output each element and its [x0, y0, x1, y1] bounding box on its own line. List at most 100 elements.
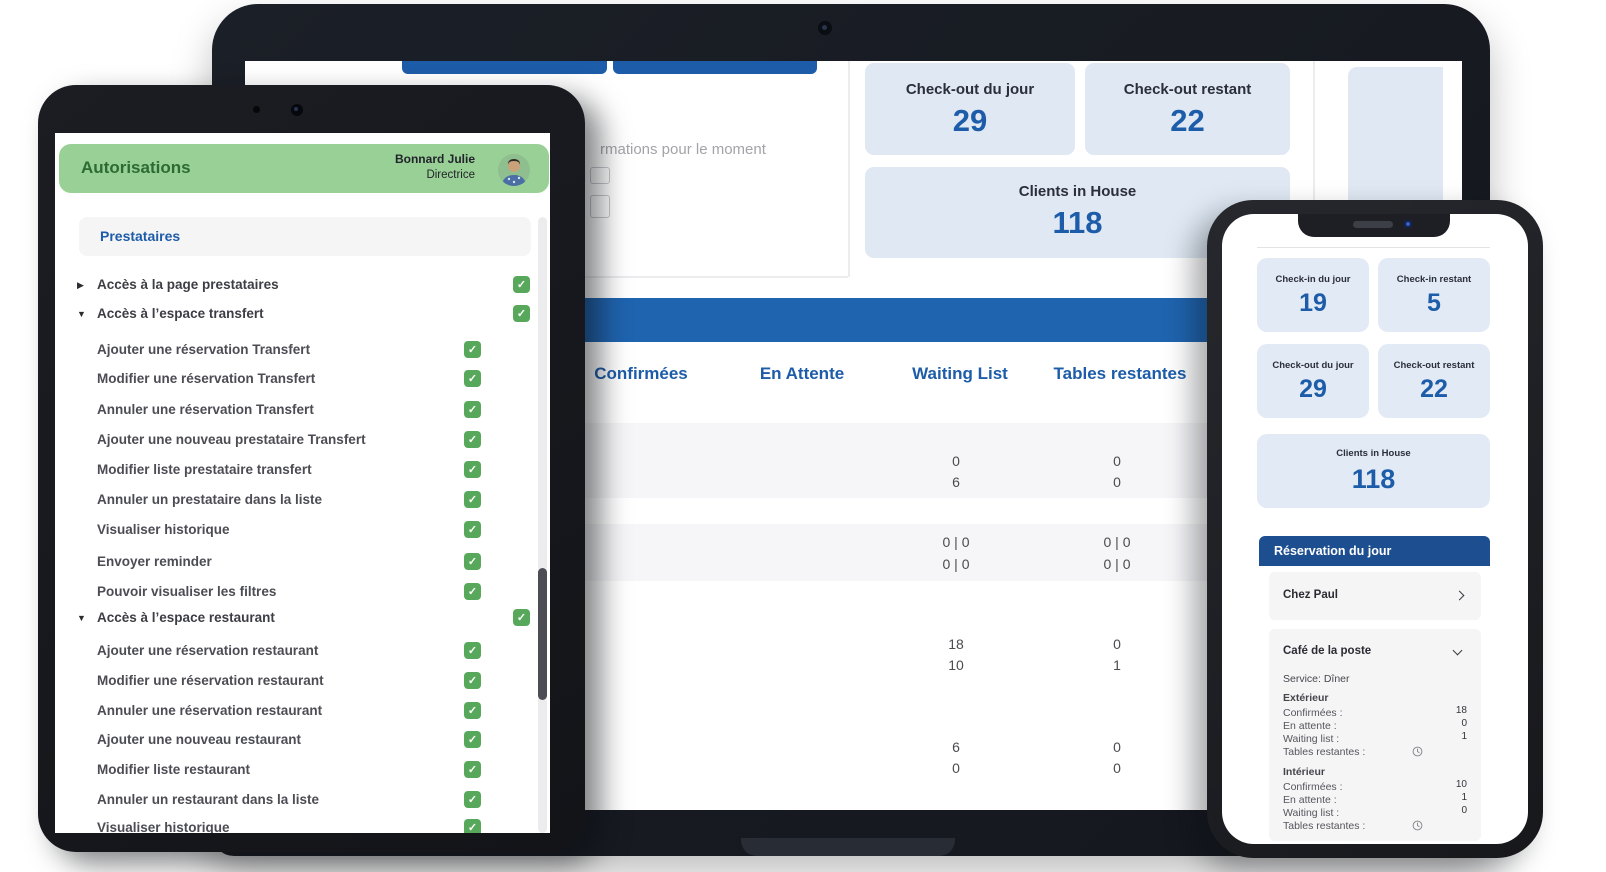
- permission-label: Ajouter une réservation Transfert: [97, 342, 311, 357]
- cell-confirmees: 6: [952, 739, 960, 755]
- reservation-du-jour-header: Réservation du jour: [1259, 536, 1490, 566]
- cutoff-field[interactable]: [590, 195, 610, 218]
- secondary-button-partial[interactable]: [613, 61, 817, 74]
- expand-arrow-icon[interactable]: ▼: [77, 613, 86, 623]
- tablet-screen: Autorisations Bonnard Julie Directrice P…: [55, 133, 550, 833]
- stat-label: Check-out restant: [1393, 360, 1475, 371]
- check-icon: ✓: [467, 434, 478, 446]
- stat-label: Check-in restant: [1396, 274, 1472, 285]
- cell-en-attente: 0: [1113, 739, 1121, 755]
- checkbox-checked[interactable]: ✓: [464, 731, 481, 748]
- primary-button-partial[interactable]: [402, 61, 607, 74]
- permission-row: Ajouter une nouveau prestataire Transfer…: [55, 430, 550, 450]
- permission-row: ▶ Accès à la page prestataires ✓: [55, 275, 550, 295]
- permission-row: Visualiser historique ✓: [55, 818, 550, 833]
- chevron-right-icon[interactable]: [1454, 590, 1465, 601]
- check-icon: ✓: [467, 794, 478, 806]
- checkbox-checked[interactable]: ✓: [464, 341, 481, 358]
- check-icon: ✓: [516, 308, 527, 320]
- permission-label: Ajouter une nouveau restaurant: [97, 732, 302, 747]
- checkbox-checked[interactable]: ✓: [464, 791, 481, 808]
- permission-row: Ajouter une nouveau restaurant ✓: [55, 730, 550, 750]
- permission-row: Ajouter une réservation restaurant ✓: [55, 641, 550, 661]
- restaurant-row-cafe-poste[interactable]: Café de la poste Service: Dîner Extérieu…: [1269, 629, 1481, 841]
- section-exterieur: Extérieur: [1283, 692, 1329, 704]
- check-icon: ✓: [467, 494, 478, 506]
- checkbox-checked[interactable]: ✓: [464, 672, 481, 689]
- checkbox-checked[interactable]: ✓: [464, 521, 481, 538]
- checkbox-checked[interactable]: ✓: [464, 431, 481, 448]
- stat-value: 19: [1299, 289, 1327, 317]
- checkbox-checked[interactable]: ✓: [464, 583, 481, 600]
- check-icon: ✓: [467, 464, 478, 476]
- checkbox-checked[interactable]: ✓: [464, 553, 481, 570]
- stat-row-value: 10: [1455, 779, 1467, 790]
- permission-label: Ajouter une réservation restaurant: [97, 643, 319, 658]
- permission-row: Annuler un restaurant dans la liste ✓: [55, 790, 550, 810]
- stat-value: 22: [1170, 103, 1205, 138]
- check-icon: ✓: [467, 734, 478, 746]
- vertical-divider: [1313, 61, 1315, 280]
- restaurant-name: Chez Paul: [1283, 589, 1338, 601]
- phone-camera-icon: [1403, 219, 1413, 229]
- column-header: Confirmées: [594, 364, 688, 383]
- cell-confirmees: 0: [952, 453, 960, 469]
- cell-en-attente: 0 | 0: [1103, 534, 1131, 550]
- permission-label: Annuler un prestataire dans la liste: [97, 492, 323, 507]
- stat-row-value: 0: [1461, 805, 1467, 816]
- cell-confirmees: 0 | 0: [942, 556, 970, 572]
- permission-row: Modifier liste restaurant ✓: [55, 760, 550, 780]
- permission-row: Annuler un prestataire dans la liste ✓: [55, 490, 550, 510]
- check-icon: ✓: [467, 675, 478, 687]
- check-icon: ✓: [467, 764, 478, 776]
- checkbox-checked[interactable]: ✓: [464, 702, 481, 719]
- chevron-down-icon[interactable]: [1452, 645, 1463, 656]
- stat-label: Check-in du jour: [1275, 274, 1351, 285]
- stat-label: Check-out du jour: [1272, 360, 1354, 371]
- checkbox-checked[interactable]: ✓: [464, 761, 481, 778]
- check-icon: ✓: [467, 705, 478, 717]
- stat-value: 5: [1427, 289, 1441, 317]
- section-title: Prestataires: [100, 228, 181, 244]
- stat-row-value: 1: [1461, 792, 1467, 803]
- checkbox-checked[interactable]: ✓: [464, 461, 481, 478]
- check-icon: ✓: [467, 645, 478, 657]
- section-interieur: Intérieur: [1283, 766, 1326, 778]
- permission-label: Annuler une réservation Transfert: [97, 402, 314, 417]
- cell-en-attente: 0: [1113, 474, 1121, 490]
- stat-row-value: 0: [1461, 718, 1467, 729]
- checkbox-checked[interactable]: ✓: [513, 276, 530, 293]
- laptop-lid-notch: [741, 838, 955, 856]
- checkbox-checked[interactable]: ✓: [464, 819, 481, 833]
- stat-value: 29: [1299, 375, 1327, 403]
- stat-row-label: En attente :: [1283, 794, 1337, 806]
- empty-state-text: rmations pour le moment: [600, 141, 766, 158]
- checkbox-checked[interactable]: ✓: [464, 401, 481, 418]
- stat-row-value: 1: [1461, 731, 1467, 742]
- stat-card-checkout-restant: Check-out restant 22: [1378, 344, 1490, 418]
- permission-label: Envoyer reminder: [97, 554, 212, 569]
- user-role: Directrice: [426, 169, 475, 181]
- cutoff-field[interactable]: [590, 167, 610, 184]
- stat-row-label: Tables restantes :: [1283, 746, 1366, 758]
- check-icon: ✓: [516, 279, 527, 291]
- avatar[interactable]: [498, 154, 530, 186]
- expand-arrow-icon[interactable]: ▶: [77, 280, 84, 290]
- restaurant-row-chez-paul[interactable]: Chez Paul: [1269, 572, 1481, 620]
- scrollbar-track[interactable]: [538, 217, 547, 833]
- cell-confirmees: 10: [948, 657, 964, 673]
- checkbox-checked[interactable]: ✓: [464, 370, 481, 387]
- stat-card-checkout-restant: Check-out restant 22: [1085, 63, 1290, 155]
- permission-row: Modifier liste prestataire transfert ✓: [55, 460, 550, 480]
- permission-row: Annuler une réservation restaurant ✓: [55, 701, 550, 721]
- scrollbar-thumb[interactable]: [538, 568, 547, 700]
- stat-value: 22: [1420, 375, 1448, 403]
- checkbox-checked[interactable]: ✓: [513, 305, 530, 322]
- expand-arrow-icon[interactable]: ▼: [77, 309, 86, 319]
- checkbox-checked[interactable]: ✓: [464, 642, 481, 659]
- checkbox-checked[interactable]: ✓: [513, 609, 530, 626]
- check-icon: ✓: [467, 822, 478, 833]
- cell-en-attente: 0: [1113, 636, 1121, 652]
- checkbox-checked[interactable]: ✓: [464, 491, 481, 508]
